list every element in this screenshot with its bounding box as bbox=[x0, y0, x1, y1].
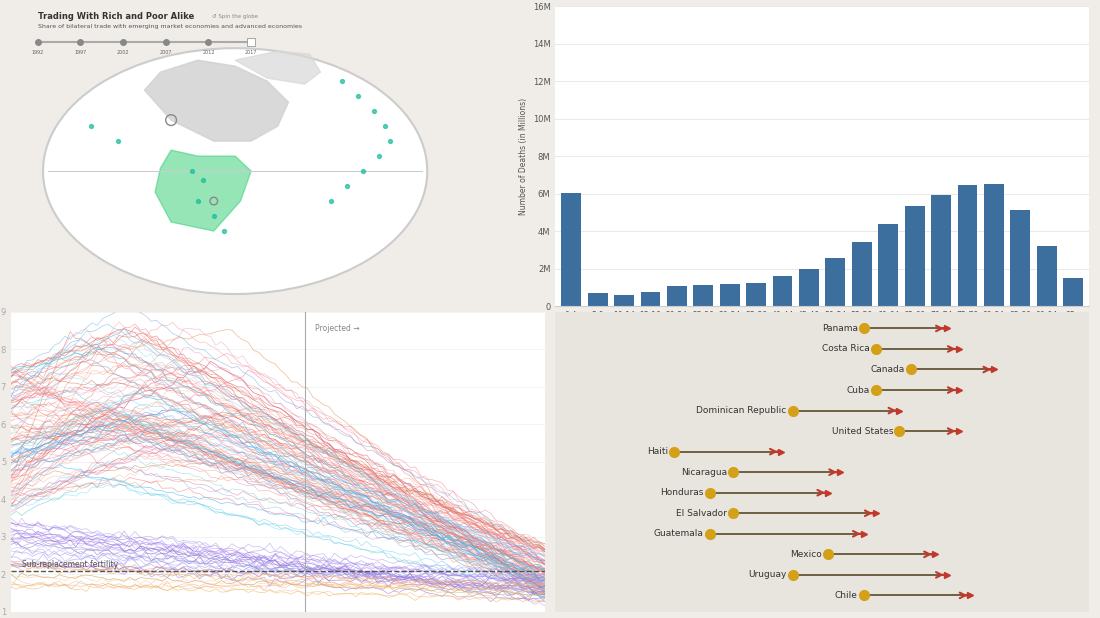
Point bbox=[371, 151, 388, 161]
Point bbox=[205, 196, 222, 206]
Bar bbox=[772, 276, 792, 306]
Text: 1992: 1992 bbox=[32, 50, 44, 55]
Bar bbox=[984, 184, 1004, 306]
Text: Nicaragua: Nicaragua bbox=[681, 468, 727, 476]
Text: Honduras: Honduras bbox=[660, 488, 704, 497]
Bar bbox=[719, 284, 739, 306]
Point bbox=[339, 181, 356, 191]
Point bbox=[322, 196, 340, 206]
Bar bbox=[958, 185, 978, 306]
Text: Costa Rica: Costa Rica bbox=[822, 344, 870, 353]
Bar bbox=[614, 295, 634, 306]
Text: 2007: 2007 bbox=[160, 50, 172, 55]
Bar bbox=[746, 282, 766, 306]
Text: United States: United States bbox=[832, 426, 893, 436]
Point bbox=[354, 166, 372, 176]
Point bbox=[82, 121, 100, 131]
Point bbox=[333, 76, 351, 86]
Text: Haiti: Haiti bbox=[647, 447, 668, 456]
Point bbox=[163, 115, 180, 125]
Point bbox=[381, 136, 398, 146]
Point bbox=[349, 91, 366, 101]
Point bbox=[189, 196, 207, 206]
Text: El Salvador: El Salvador bbox=[676, 509, 727, 518]
Point bbox=[184, 166, 201, 176]
Bar bbox=[799, 269, 818, 306]
Text: Mexico: Mexico bbox=[791, 550, 822, 559]
Point bbox=[109, 136, 126, 146]
Polygon shape bbox=[235, 51, 320, 84]
Text: Projected →: Projected → bbox=[316, 324, 360, 332]
Text: Trading With Rich and Poor Alike: Trading With Rich and Poor Alike bbox=[37, 12, 194, 21]
Bar bbox=[878, 224, 898, 306]
Bar bbox=[587, 293, 607, 306]
Text: Cuba: Cuba bbox=[846, 386, 870, 394]
Point bbox=[216, 226, 233, 236]
Text: 2002: 2002 bbox=[117, 50, 130, 55]
Bar bbox=[1037, 246, 1057, 306]
Polygon shape bbox=[155, 150, 251, 231]
Bar bbox=[561, 193, 581, 306]
Ellipse shape bbox=[43, 48, 427, 294]
Bar bbox=[851, 242, 871, 306]
Y-axis label: Number of Deaths (in Millions): Number of Deaths (in Millions) bbox=[519, 98, 528, 214]
Text: ↺ Spin the globe: ↺ Spin the globe bbox=[212, 14, 258, 19]
Bar bbox=[904, 206, 924, 306]
Bar bbox=[931, 195, 952, 306]
Point bbox=[376, 121, 394, 131]
Text: Canada: Canada bbox=[871, 365, 905, 374]
Bar bbox=[640, 292, 660, 306]
Text: Chile: Chile bbox=[835, 591, 858, 600]
Polygon shape bbox=[144, 60, 288, 141]
Bar bbox=[825, 258, 845, 306]
Bar bbox=[667, 286, 686, 306]
Text: Panama: Panama bbox=[822, 324, 858, 333]
Point bbox=[365, 106, 383, 116]
Bar bbox=[1011, 211, 1031, 306]
Text: Guatemala: Guatemala bbox=[653, 529, 704, 538]
Text: 1997: 1997 bbox=[75, 50, 87, 55]
Text: 2017: 2017 bbox=[245, 50, 257, 55]
Text: 2012: 2012 bbox=[202, 50, 215, 55]
Text: Sub-replacement fertility: Sub-replacement fertility bbox=[22, 560, 118, 569]
Text: Share of bilateral trade with emerging market economies and advanced economies: Share of bilateral trade with emerging m… bbox=[37, 24, 301, 29]
Text: Uruguay: Uruguay bbox=[748, 570, 786, 579]
Point bbox=[205, 211, 222, 221]
Text: Dominican Republic: Dominican Republic bbox=[696, 406, 786, 415]
Bar bbox=[1064, 278, 1084, 306]
Bar bbox=[693, 286, 713, 306]
Point bbox=[195, 175, 212, 185]
